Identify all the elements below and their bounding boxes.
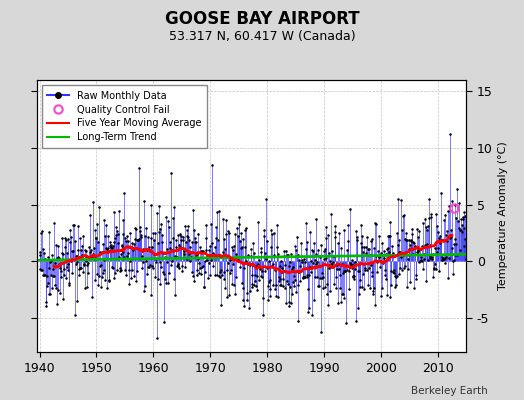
Y-axis label: Temperature Anomaly (°C): Temperature Anomaly (°C) bbox=[498, 142, 508, 290]
Text: 53.317 N, 60.417 W (Canada): 53.317 N, 60.417 W (Canada) bbox=[169, 30, 355, 43]
Text: Berkeley Earth: Berkeley Earth bbox=[411, 386, 487, 396]
Legend: Raw Monthly Data, Quality Control Fail, Five Year Moving Average, Long-Term Tren: Raw Monthly Data, Quality Control Fail, … bbox=[41, 85, 207, 148]
Text: GOOSE BAY AIRPORT: GOOSE BAY AIRPORT bbox=[165, 10, 359, 28]
